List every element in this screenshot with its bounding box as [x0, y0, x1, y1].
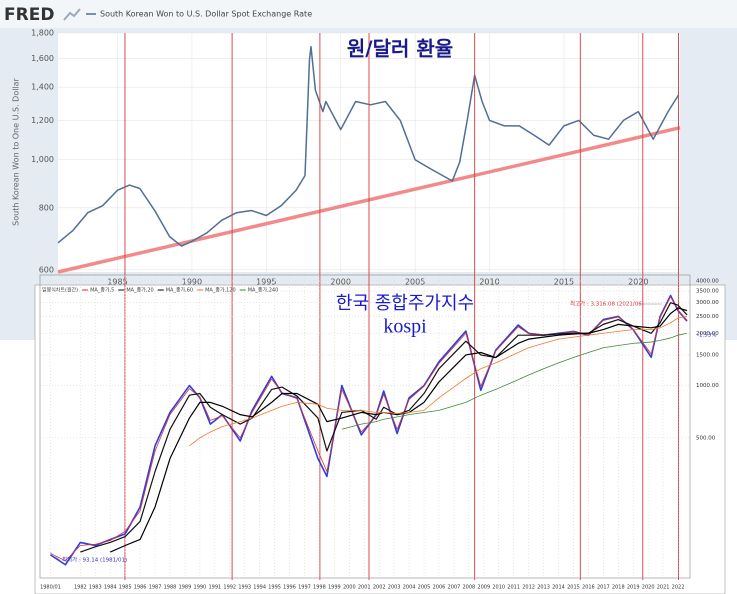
- chart-title: 원/달러 환율: [347, 37, 453, 61]
- x-tick-label: 2021: [657, 585, 670, 591]
- x-tick-label: 2012: [522, 585, 535, 591]
- y-tick-label: 2500.00: [696, 314, 719, 320]
- y-tick-label: 1,000: [31, 155, 54, 164]
- y-axis-label: South Korean Won to One U.S. Dollar: [12, 77, 21, 225]
- series-line: [189, 316, 688, 447]
- x-tick-label: 1986: [134, 585, 147, 591]
- x-tick-label: 2016: [582, 585, 595, 591]
- x-tick-label: 1983: [89, 585, 102, 591]
- x-tick-label: 1997: [298, 585, 311, 591]
- x-tick-label: 1998: [313, 585, 326, 591]
- series-line: [50, 296, 688, 562]
- x-tick-label: 2011: [507, 585, 520, 591]
- x-tick-label: 2013: [537, 585, 550, 591]
- x-tick-label: 2020: [628, 278, 648, 287]
- x-tick-label: 2008: [462, 585, 475, 591]
- x-tick-label: 1985: [107, 278, 127, 287]
- x-tick-label: 2000: [343, 585, 356, 591]
- y-tick-label: 600: [39, 265, 54, 274]
- x-tick-label: 2022: [672, 585, 685, 591]
- annotation: -1.53%: [697, 333, 716, 339]
- legend-label: 일봉식차트(월간): [42, 287, 78, 294]
- x-tick-label: 1990: [194, 585, 207, 591]
- x-tick-label: 2004: [403, 585, 416, 591]
- x-tick-label: 1982: [74, 585, 87, 591]
- y-tick-label: 1,600: [31, 54, 54, 63]
- x-tick-label: 2010: [479, 278, 499, 287]
- x-tick-label: 2014: [552, 585, 565, 591]
- x-tick-label: 2019: [627, 585, 640, 591]
- x-tick-label: 1984: [104, 585, 117, 591]
- legend-label: MA_종가,5: [90, 287, 114, 294]
- legend-label: MA_종가,20: [126, 287, 153, 294]
- x-tick-label: 1999: [328, 585, 341, 591]
- y-tick-label: 3000.00: [696, 300, 719, 306]
- legend-label: MA_종가,240: [248, 287, 279, 294]
- legend-label: MA_종가,120: [205, 287, 236, 294]
- x-tick-label: 1995: [256, 278, 276, 287]
- y-tick-label: 1000.00: [696, 383, 719, 389]
- x-tick-label: 1994: [253, 585, 266, 591]
- x-tick-label: 2005: [405, 278, 425, 287]
- annotation: 최저가 : 93.14 (1981/01): [62, 556, 127, 564]
- annotation-leader: [49, 551, 61, 561]
- x-tick-label: 2020: [642, 585, 655, 591]
- chart-subtitle: kospi: [383, 316, 427, 338]
- fred-logo-icon: [63, 8, 81, 21]
- x-tick-label: 1987: [149, 585, 162, 591]
- x-tick-label: 2001: [358, 585, 371, 591]
- x-tick-label: 1985: [119, 585, 132, 591]
- y-tick-label: 500.00: [696, 435, 716, 441]
- x-tick-label: 1992: [223, 585, 236, 591]
- x-tick-label: 2007: [448, 585, 461, 591]
- x-tick-label: 1995: [268, 585, 281, 591]
- fred-logo: FRED: [4, 5, 54, 25]
- series-line: [109, 307, 688, 553]
- y-tick-label: 1,800: [31, 29, 54, 38]
- plot-frame: [39, 274, 691, 579]
- y-tick-label: 1,200: [31, 116, 54, 125]
- x-tick-label: 2000: [331, 278, 351, 287]
- x-tick-label: 1996: [283, 585, 296, 591]
- annotation: 최고가 : 3,316.08 (2021/06): [570, 300, 644, 308]
- y-tick-label: 2000.00: [696, 331, 719, 337]
- y-tick-label: 4000.00: [696, 278, 719, 284]
- x-tick-label: 2015: [567, 585, 580, 591]
- x-tick-label: 2002: [373, 585, 386, 591]
- x-tick-label: 2018: [612, 585, 625, 591]
- legend-label: South Korean Won to U.S. Dollar Spot Exc…: [100, 10, 312, 19]
- x-tick-label: 1991: [208, 585, 221, 591]
- y-tick-label: 1,400: [31, 83, 54, 92]
- x-tick-label: 2009: [477, 585, 490, 591]
- x-tick-label: 1990: [182, 278, 202, 287]
- x-tick-label: 2010: [492, 585, 505, 591]
- x-tick-label: 1980/01: [40, 585, 61, 591]
- x-tick-label: 2017: [597, 585, 610, 591]
- x-tick-label: 1988: [164, 585, 177, 591]
- y-tick-label: 800: [39, 203, 54, 212]
- kospi-panel: [34, 284, 726, 594]
- legend-label: MA_종가,60: [166, 287, 193, 294]
- x-tick-label: 2003: [388, 585, 401, 591]
- y-tick-label: 1500.00: [696, 352, 719, 358]
- x-tick-label: 1989: [179, 585, 192, 591]
- series-line: [80, 302, 688, 553]
- series-line: [57, 45, 680, 247]
- x-tick-label: 2006: [433, 585, 446, 591]
- series-line: [341, 332, 688, 430]
- fred-header: [0, 0, 737, 28]
- y-tick-label: 3500.00: [696, 289, 719, 295]
- x-tick-label: 2015: [554, 278, 574, 287]
- x-tick-label: 1993: [238, 585, 251, 591]
- x-tick-label: 2005: [418, 585, 431, 591]
- chart-title: 한국 종합주가지수: [336, 293, 474, 314]
